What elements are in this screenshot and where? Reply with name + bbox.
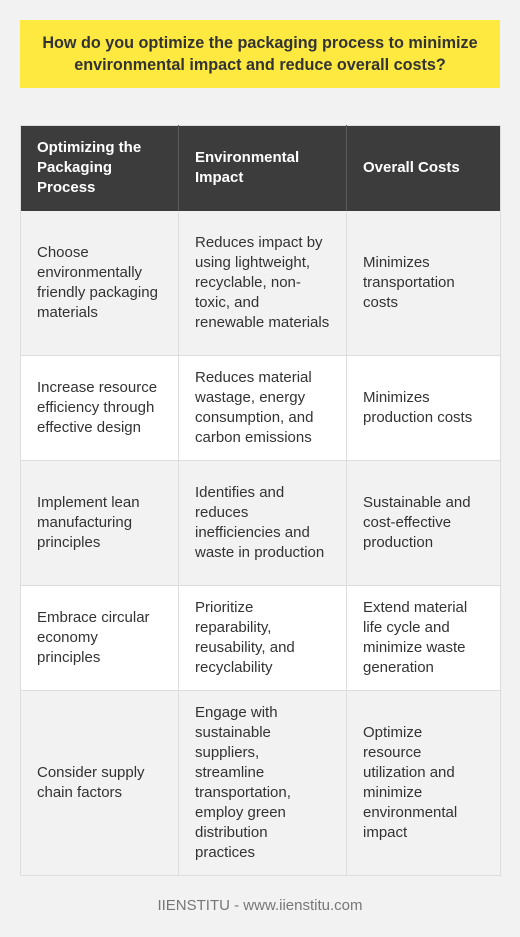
table-cell: Consider supply chain factors xyxy=(20,690,179,876)
table-row: Choose environmentally friendly packagin… xyxy=(20,210,501,356)
table-cell: Prioritize reparability, reusability, an… xyxy=(178,585,347,691)
column-header-environmental-impact: Environmental Impact xyxy=(178,125,347,211)
table-cell: Choose environmentally friendly packagin… xyxy=(20,210,179,356)
title-banner: How do you optimize the packaging proces… xyxy=(20,20,500,88)
page-title: How do you optimize the packaging proces… xyxy=(42,34,478,74)
table-row: Consider supply chain factors Engage wit… xyxy=(20,690,501,876)
table-cell: Reduces material wastage, energy consump… xyxy=(178,355,347,461)
table-cell: Minimizes transportation costs xyxy=(346,210,501,356)
table-row: Implement lean manufacturing principles … xyxy=(20,460,501,586)
table-cell: Sustainable and cost-effective productio… xyxy=(346,460,501,586)
table-cell: Increase resource efficiency through eff… xyxy=(20,355,179,461)
table-cell: Identifies and reduces inefficiencies an… xyxy=(178,460,347,586)
table-cell: Engage with sustainable suppliers, strea… xyxy=(178,690,347,876)
table-cell: Extend material life cycle and minimize … xyxy=(346,585,501,691)
table-cell: Embrace circular economy principles xyxy=(20,585,179,691)
table-cell: Implement lean manufacturing principles xyxy=(20,460,179,586)
table-cell: Reduces impact by using lightweight, rec… xyxy=(178,210,347,356)
footer-credit: IIENSTITU - www.iienstitu.com xyxy=(157,897,363,914)
column-header-overall-costs: Overall Costs xyxy=(346,125,501,211)
table-cell: Optimize resource utilization and minimi… xyxy=(346,690,501,876)
table-row: Increase resource efficiency through eff… xyxy=(20,355,501,461)
table-header-row: Optimizing the Packaging Process Environ… xyxy=(20,125,501,211)
table-cell: Minimizes production costs xyxy=(346,355,501,461)
column-header-process: Optimizing the Packaging Process xyxy=(20,125,179,211)
comparison-table: Optimizing the Packaging Process Environ… xyxy=(20,125,501,876)
table-row: Embrace circular economy principles Prio… xyxy=(20,585,501,691)
